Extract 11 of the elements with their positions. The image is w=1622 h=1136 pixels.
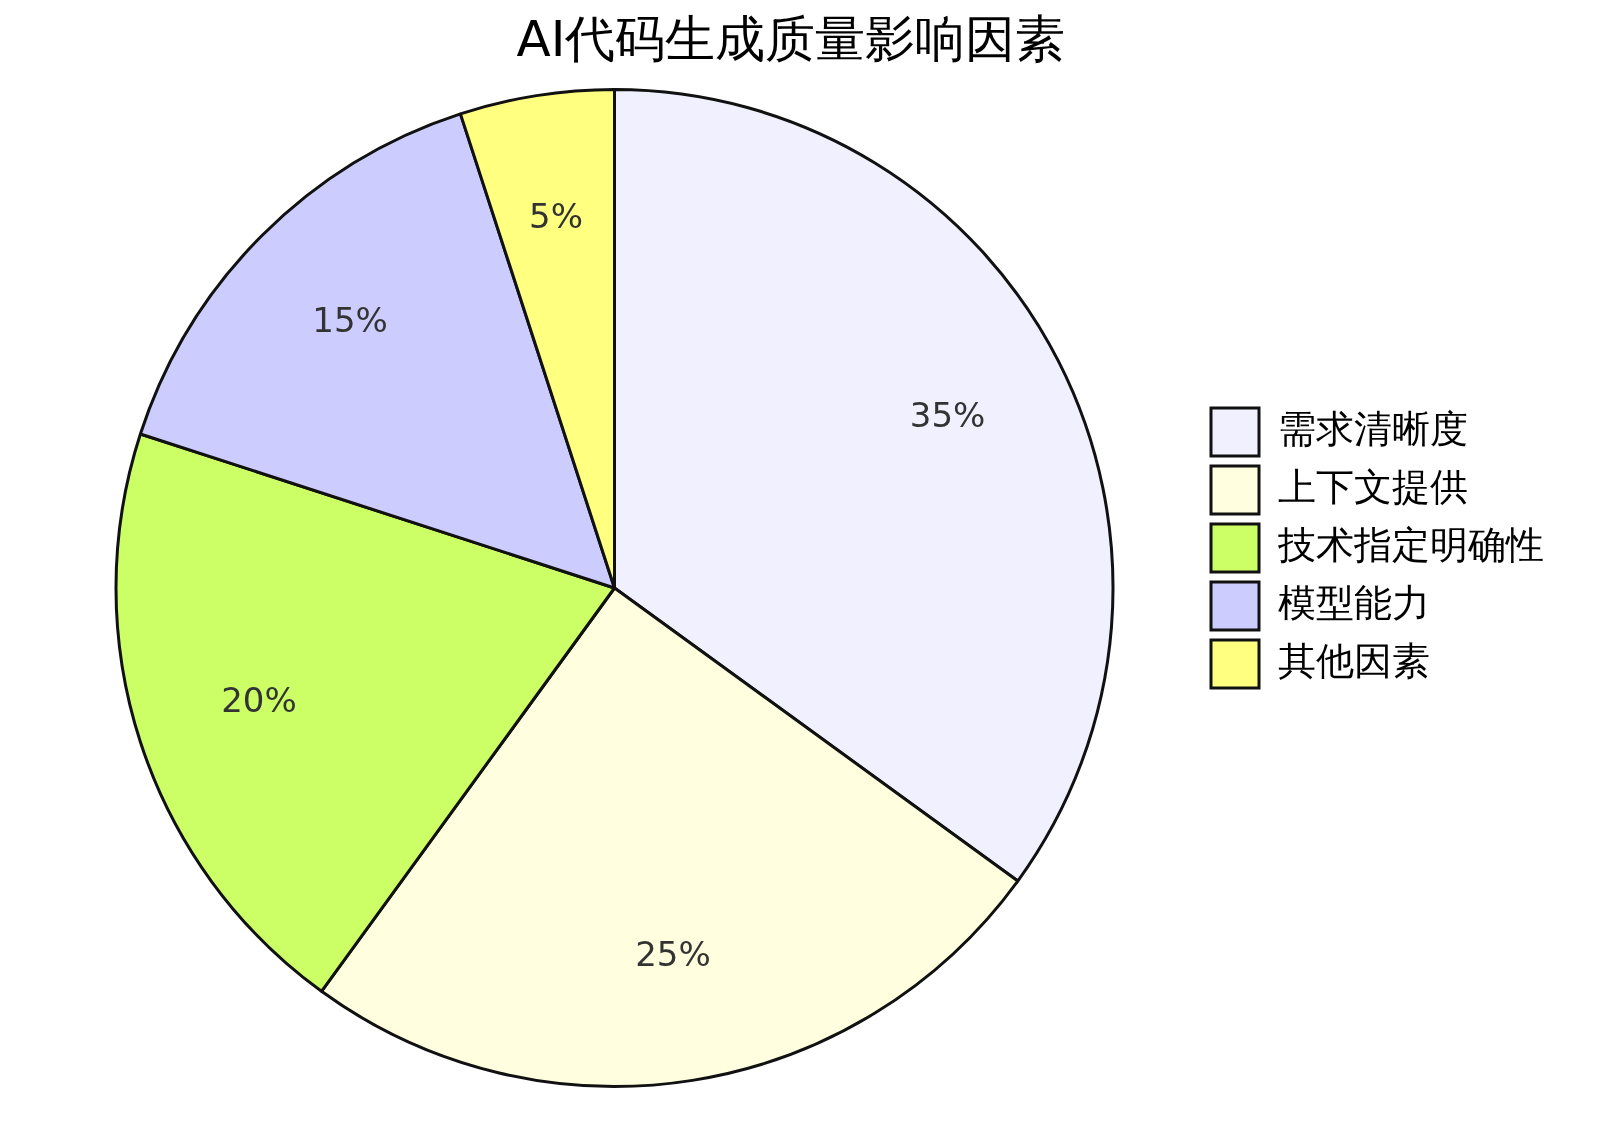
legend-label: 其他因素 [1278, 638, 1430, 683]
legend-label: 上下文提供 [1278, 464, 1468, 509]
legend-label: 需求清晰度 [1278, 406, 1468, 451]
data-label: 5% [529, 195, 583, 236]
data-label: 15% [312, 300, 388, 341]
data-label: 20% [221, 680, 297, 721]
data-label: 25% [635, 934, 711, 975]
chart-title: AI代码生成质量影响因素 [516, 9, 1066, 68]
legend-label: 模型能力 [1278, 580, 1430, 625]
legend-label: 技术指定明确性 [1277, 522, 1544, 567]
data-label: 35% [909, 395, 986, 436]
